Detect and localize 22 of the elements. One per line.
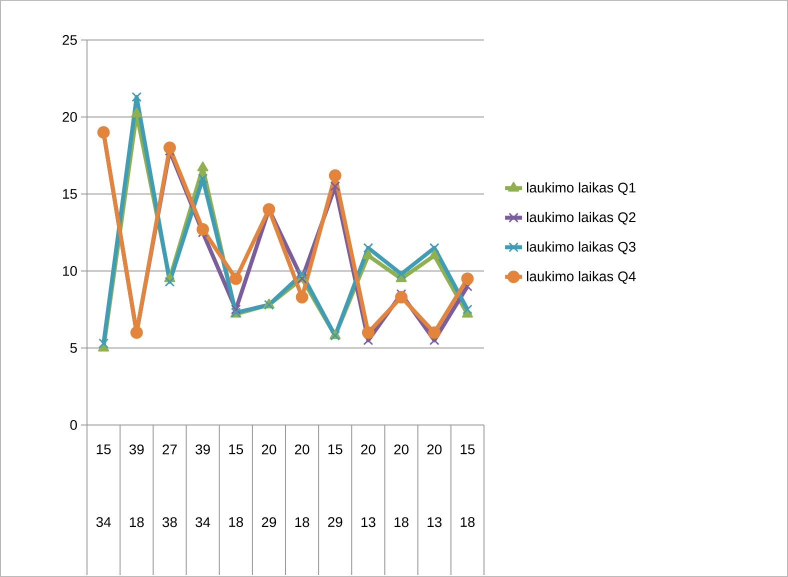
y-tick-label: 5 [70, 343, 77, 353]
y-tick-label: 20 [62, 112, 77, 122]
y-tick-label: 25 [62, 35, 77, 45]
y-tick-label: 0 [70, 420, 77, 430]
category-label: 20 18 [394, 444, 409, 528]
legend-label: laukimo laikas Q1 [527, 182, 636, 196]
category-label: 20 18 [294, 444, 310, 528]
category-label: 20 13 [427, 444, 442, 528]
category-label: 15 29 [328, 444, 342, 527]
category-label: 39 18 [129, 444, 144, 528]
legend-label: laukimo laikas Q4 [527, 271, 636, 284]
category-label: 27 38 [162, 444, 177, 528]
legend-label: laukimo laikas Q2 [527, 212, 636, 225]
category-label: 20 13 [361, 444, 376, 528]
category-label: 20 29 [262, 444, 276, 528]
y-tick-label: 10 [63, 266, 77, 276]
y-tick-label: 15 [63, 189, 77, 199]
category-label: 39 34 [196, 444, 210, 528]
category-label: 15 34 [96, 444, 111, 527]
legend-label: laukimo laikas Q3 [527, 241, 636, 254]
category-label: 15 18 [229, 444, 244, 527]
category-label: 15 18 [460, 444, 475, 527]
